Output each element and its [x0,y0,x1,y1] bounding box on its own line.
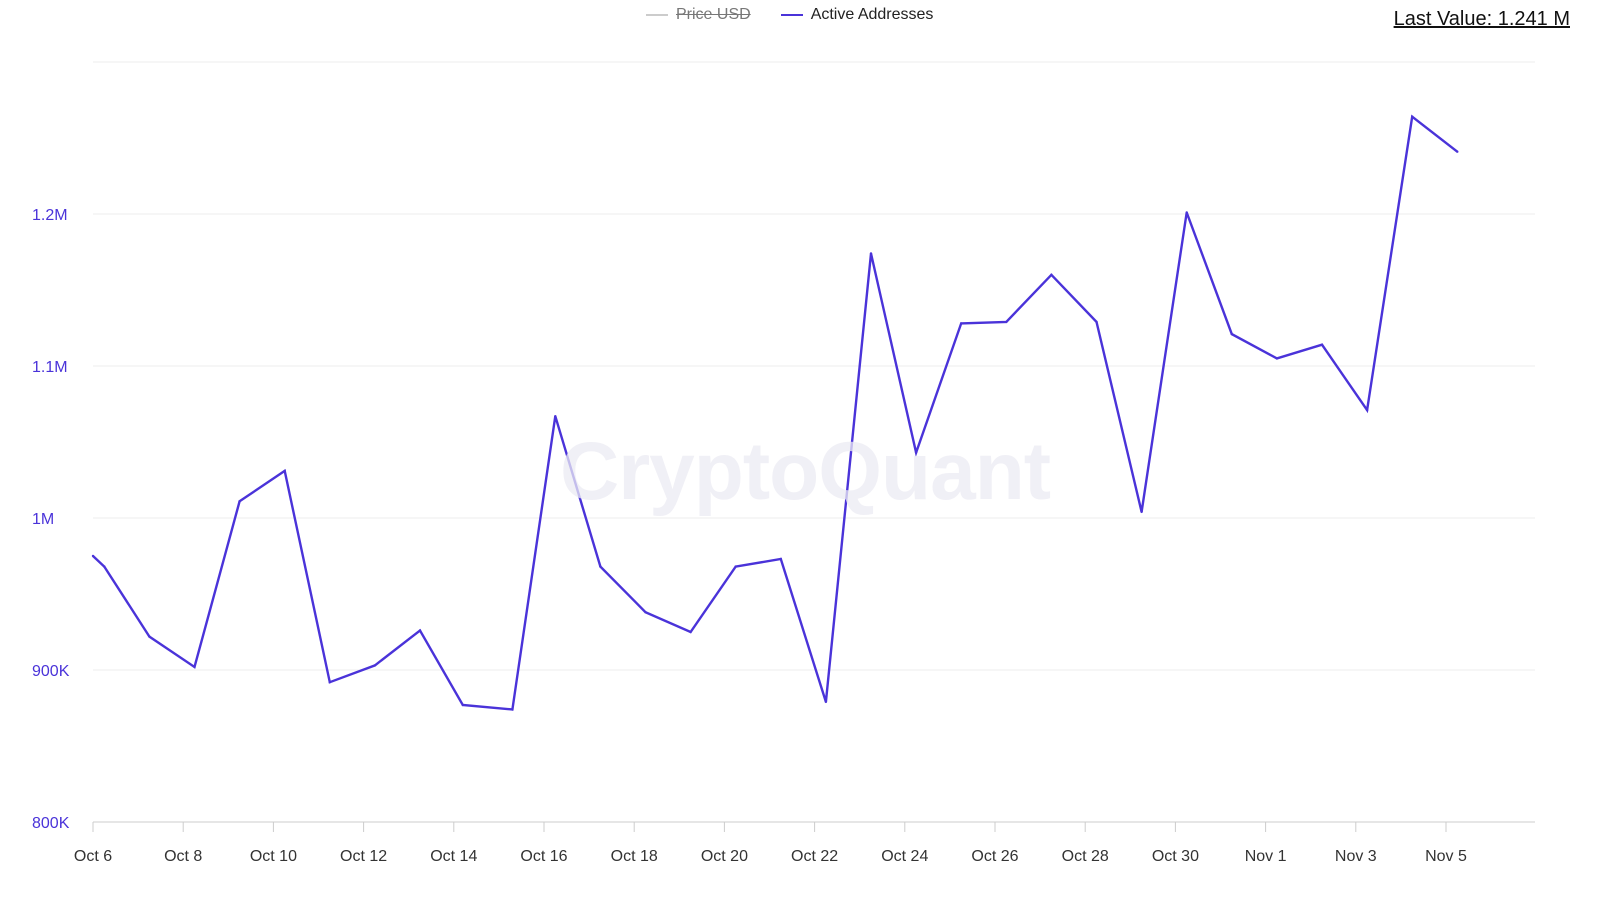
data-point[interactable] [193,665,196,669]
data-point[interactable] [461,703,464,707]
data-point[interactable] [869,252,873,255]
x-tick-label: Oct 28 [1062,848,1109,865]
data-point[interactable] [1005,320,1008,324]
legend-label-active-addresses: Active Addresses [810,6,934,23]
data-point[interactable] [1230,332,1234,336]
x-axis [92,821,1535,832]
data-point[interactable] [283,469,286,473]
legend-item-price-usd[interactable]: Price USD [646,6,751,24]
data-point[interactable] [238,500,241,503]
data-point[interactable] [1050,273,1053,276]
x-tick-label: Oct 6 [74,848,112,865]
data-point[interactable] [914,451,918,454]
legend: Price USD Active Addresses [646,6,963,24]
grid-lines [93,61,1535,671]
x-axis-labels: Oct 6 Oct 8 Oct 10 Oct 12 Oct 14 Oct 16 Oct 18… [74,848,1467,865]
x-tick-label: Oct 22 [791,848,838,865]
data-point[interactable] [1095,320,1098,324]
legend-item-active-addresses[interactable]: Active Addresses [780,6,934,24]
data-point[interactable] [91,554,95,558]
y-tick-label: 1M [32,511,54,528]
data-point[interactable] [1320,343,1324,346]
x-tick-label: Oct 12 [340,848,387,865]
y-tick-label: 1.2M [32,207,68,224]
data-point[interactable] [418,629,422,632]
legend-swatch-active-addresses [780,14,803,16]
data-point[interactable] [1456,150,1459,153]
data-point[interactable] [824,700,828,704]
x-tick-label: Oct 18 [611,848,658,865]
data-point[interactable] [599,565,602,568]
data-point[interactable] [1140,510,1143,514]
x-tick-label: Oct 20 [701,848,748,865]
x-tick-label: Oct 26 [971,848,1018,865]
y-tick-label: 800K [32,815,70,832]
data-point[interactable] [734,565,737,568]
data-point[interactable] [644,611,647,614]
data-point[interactable] [328,681,331,684]
data-point[interactable] [960,322,963,325]
x-tick-label: Nov 1 [1245,848,1287,865]
data-point[interactable] [1275,357,1279,360]
data-point[interactable] [511,708,514,711]
last-value[interactable]: Last Value: 1.241 M [1393,8,1570,30]
x-tick-label: Oct 24 [881,848,928,865]
x-tick-label: Nov 3 [1335,848,1377,865]
data-point[interactable] [373,664,377,667]
data-point[interactable] [779,557,782,561]
y-axis: 800K 900K 1M 1.1M 1.2M [32,207,70,832]
legend-swatch-price-usd [646,14,668,16]
x-tick-label: Oct 30 [1152,848,1199,865]
data-point[interactable] [1185,211,1188,214]
series-line-active-addresses[interactable] [92,114,1459,711]
data-point[interactable] [103,565,106,568]
y-tick-label: 1.1M [32,359,68,376]
series-layer[interactable] [91,114,1459,711]
data-point[interactable] [148,635,151,638]
data-point[interactable] [1411,115,1414,118]
x-tick-label: Oct 8 [164,848,202,865]
data-point[interactable] [689,630,692,634]
x-tick-label: Oct 16 [520,848,567,865]
x-tick-label: Oct 14 [430,848,477,865]
x-tick-label: Nov 5 [1425,848,1467,865]
x-tick-label: Oct 10 [250,848,297,865]
legend-label-price-usd: Price USD [676,6,751,23]
y-tick-label: 900K [32,663,70,680]
data-point[interactable] [1365,408,1369,412]
data-point[interactable] [554,415,557,418]
